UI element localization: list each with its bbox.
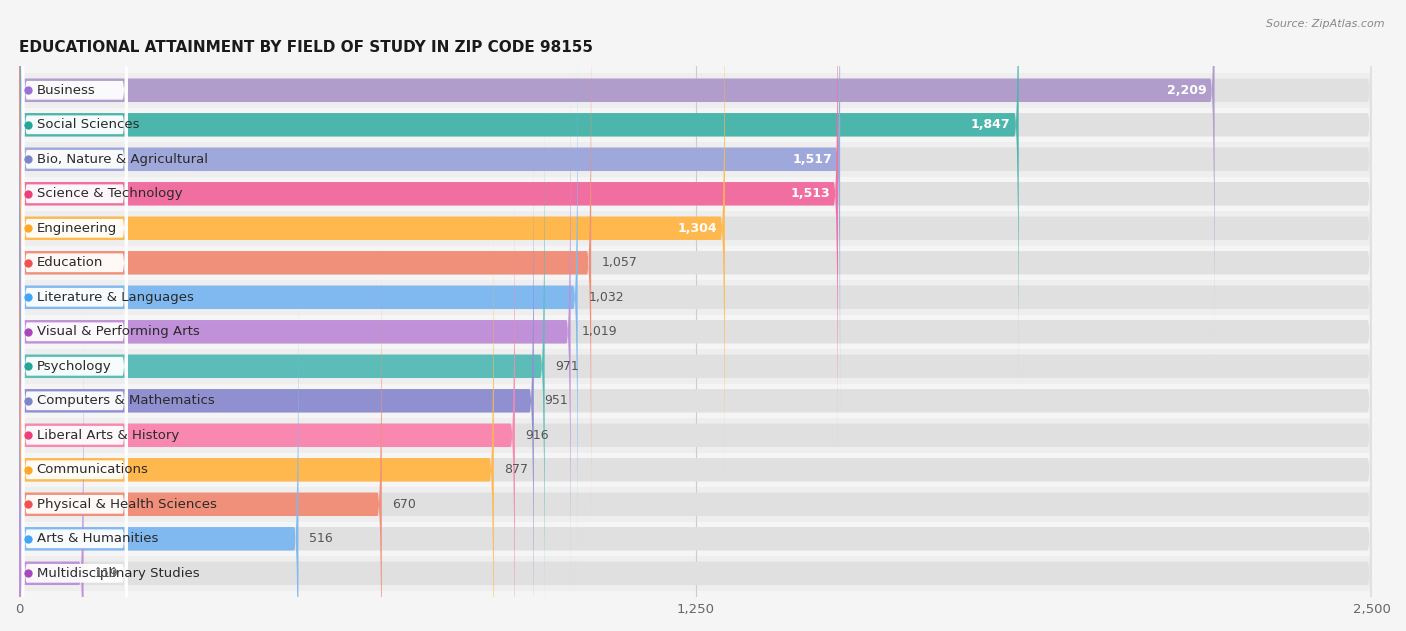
FancyBboxPatch shape <box>20 0 1372 389</box>
Text: 670: 670 <box>392 498 416 510</box>
FancyBboxPatch shape <box>22 203 128 631</box>
FancyBboxPatch shape <box>22 100 128 631</box>
FancyBboxPatch shape <box>20 0 591 527</box>
FancyBboxPatch shape <box>20 0 1372 527</box>
Text: Bio, Nature & Agricultural: Bio, Nature & Agricultural <box>37 153 208 166</box>
Text: Multidisciplinary Studies: Multidisciplinary Studies <box>37 567 200 580</box>
Bar <box>20 349 1372 384</box>
FancyBboxPatch shape <box>20 136 534 631</box>
FancyBboxPatch shape <box>20 33 578 562</box>
FancyBboxPatch shape <box>22 238 128 631</box>
Text: 516: 516 <box>309 533 333 545</box>
Text: Physical & Health Sciences: Physical & Health Sciences <box>37 498 217 510</box>
FancyBboxPatch shape <box>20 0 841 423</box>
FancyBboxPatch shape <box>20 206 1372 631</box>
Text: EDUCATIONAL ATTAINMENT BY FIELD OF STUDY IN ZIP CODE 98155: EDUCATIONAL ATTAINMENT BY FIELD OF STUDY… <box>20 40 593 56</box>
FancyBboxPatch shape <box>22 0 128 564</box>
Text: 2,209: 2,209 <box>1167 84 1206 97</box>
FancyBboxPatch shape <box>20 68 571 596</box>
Text: 1,032: 1,032 <box>589 291 624 304</box>
Text: 1,513: 1,513 <box>790 187 830 200</box>
Text: 877: 877 <box>505 463 529 476</box>
FancyBboxPatch shape <box>20 309 83 631</box>
Bar <box>20 314 1372 349</box>
FancyBboxPatch shape <box>22 0 128 461</box>
Text: 1,847: 1,847 <box>972 118 1011 131</box>
Bar <box>20 211 1372 245</box>
FancyBboxPatch shape <box>20 0 1019 389</box>
Text: 971: 971 <box>555 360 579 373</box>
Text: Visual & Performing Arts: Visual & Performing Arts <box>37 326 200 338</box>
FancyBboxPatch shape <box>20 171 1372 631</box>
FancyBboxPatch shape <box>22 0 128 529</box>
Bar <box>20 280 1372 314</box>
FancyBboxPatch shape <box>22 0 128 426</box>
Text: Liberal Arts & History: Liberal Arts & History <box>37 429 179 442</box>
FancyBboxPatch shape <box>22 31 128 631</box>
Text: Computers & Mathematics: Computers & Mathematics <box>37 394 214 407</box>
Bar <box>20 556 1372 591</box>
Bar <box>20 142 1372 177</box>
FancyBboxPatch shape <box>22 0 128 391</box>
Text: Business: Business <box>37 84 96 97</box>
FancyBboxPatch shape <box>20 274 298 631</box>
Text: Arts & Humanities: Arts & Humanities <box>37 533 157 545</box>
FancyBboxPatch shape <box>20 102 544 630</box>
Text: Science & Technology: Science & Technology <box>37 187 183 200</box>
FancyBboxPatch shape <box>22 65 128 631</box>
FancyBboxPatch shape <box>20 0 1372 355</box>
FancyBboxPatch shape <box>20 0 1372 458</box>
Text: 1,019: 1,019 <box>582 326 617 338</box>
Bar <box>20 245 1372 280</box>
Text: Engineering: Engineering <box>37 221 117 235</box>
Bar <box>20 452 1372 487</box>
FancyBboxPatch shape <box>20 0 1372 423</box>
FancyBboxPatch shape <box>20 171 515 631</box>
FancyBboxPatch shape <box>22 0 128 598</box>
Text: Source: ZipAtlas.com: Source: ZipAtlas.com <box>1267 19 1385 29</box>
Text: Psychology: Psychology <box>37 360 111 373</box>
Text: 1,517: 1,517 <box>792 153 832 166</box>
Text: 1,304: 1,304 <box>678 221 717 235</box>
FancyBboxPatch shape <box>20 68 1372 596</box>
Bar <box>20 522 1372 556</box>
Text: 951: 951 <box>544 394 568 407</box>
Text: Communications: Communications <box>37 463 149 476</box>
FancyBboxPatch shape <box>20 102 1372 630</box>
Bar <box>20 487 1372 522</box>
FancyBboxPatch shape <box>22 168 128 631</box>
FancyBboxPatch shape <box>22 134 128 631</box>
Text: 916: 916 <box>526 429 550 442</box>
Bar <box>20 107 1372 142</box>
FancyBboxPatch shape <box>20 206 494 631</box>
FancyBboxPatch shape <box>22 272 128 631</box>
Bar <box>20 418 1372 452</box>
Bar <box>20 177 1372 211</box>
FancyBboxPatch shape <box>20 0 725 493</box>
FancyBboxPatch shape <box>20 0 1215 355</box>
FancyBboxPatch shape <box>20 240 1372 631</box>
Text: 119: 119 <box>94 567 118 580</box>
FancyBboxPatch shape <box>20 0 1372 493</box>
Text: Education: Education <box>37 256 103 269</box>
FancyBboxPatch shape <box>20 136 1372 631</box>
Text: Social Sciences: Social Sciences <box>37 118 139 131</box>
FancyBboxPatch shape <box>20 0 838 458</box>
FancyBboxPatch shape <box>20 309 1372 631</box>
Bar <box>20 73 1372 107</box>
Bar <box>20 384 1372 418</box>
Text: 1,057: 1,057 <box>602 256 638 269</box>
Text: Literature & Languages: Literature & Languages <box>37 291 194 304</box>
FancyBboxPatch shape <box>20 274 1372 631</box>
FancyBboxPatch shape <box>20 33 1372 562</box>
FancyBboxPatch shape <box>22 0 128 495</box>
FancyBboxPatch shape <box>20 240 382 631</box>
